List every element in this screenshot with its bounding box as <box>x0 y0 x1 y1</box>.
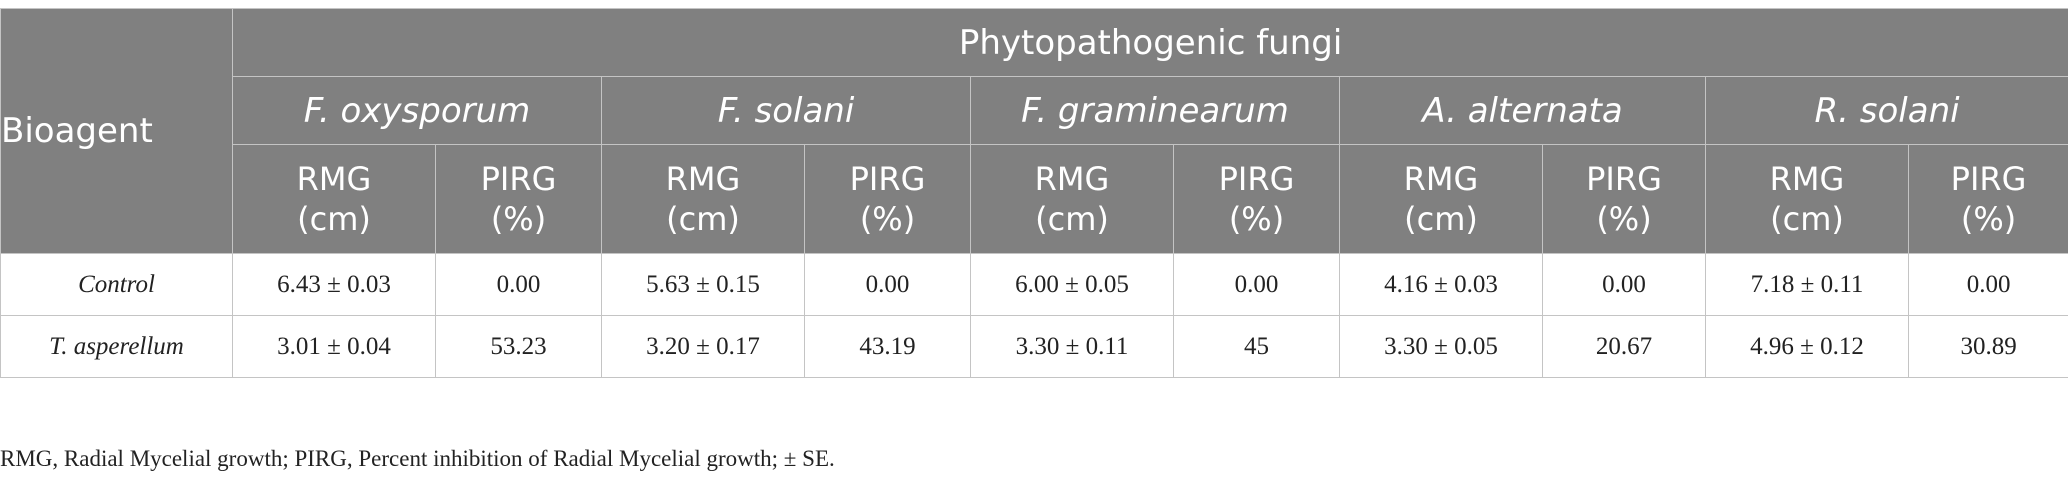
table-cell: 43.19 <box>804 315 971 378</box>
rmg-header: RMG (cm) <box>1705 144 1909 254</box>
table-cell: 0.00 <box>804 253 971 316</box>
pirg-header: PIRG (%) <box>804 144 971 254</box>
bioagent-header: Bioagent <box>0 8 233 254</box>
table-cell: 20.67 <box>1542 315 1706 378</box>
species-header: R. solani <box>1704 76 2068 145</box>
table-cell: 0.00 <box>1173 253 1340 316</box>
table-cell: 3.30 ± 0.05 <box>1339 315 1543 378</box>
table-cell: 0.00 <box>1542 253 1706 316</box>
row-label: Control <box>0 253 233 316</box>
header-row-metrics: RMG (cm) PIRG (%) RMG (cm) PIRG (%) RMG (cm) … <box>1 144 2068 254</box>
rmg-header: RMG (cm) <box>601 144 805 254</box>
fungi-group-header: Phytopathogenic fungi <box>231 8 2068 77</box>
species-header: F. solani <box>601 76 971 145</box>
table-cell: 4.16 ± 0.03 <box>1339 253 1543 316</box>
species-header: A. alternata <box>1339 76 1706 145</box>
table-cell: 6.43 ± 0.03 <box>232 253 436 316</box>
table-cell: 3.30 ± 0.11 <box>970 315 1174 378</box>
table-cell: 0.00 <box>1907 253 2068 316</box>
table-footnote: RMG, Radial Mycelial growth; PIRG, Perce… <box>0 446 835 471</box>
species-header: F. oxysporum <box>232 76 602 145</box>
header-row-group: Bioagent Phytopathogenic fungi <box>0 8 2068 254</box>
table-cell: 6.00 ± 0.05 <box>970 253 1174 316</box>
table-cell: 3.20 ± 0.17 <box>601 315 805 378</box>
row-label: T. asperellum <box>0 315 233 378</box>
pirg-header: PIRG (%) <box>1173 144 1340 254</box>
table-cell: 30.89 <box>1907 315 2068 378</box>
table-cell: 45 <box>1173 315 1340 378</box>
header-row-species: F. oxysporum F. solani F. graminearum A.… <box>1 76 2068 145</box>
table-cell: 5.63 ± 0.15 <box>601 253 805 316</box>
pirg-header: PIRG (%) <box>1542 144 1706 254</box>
pirg-header: PIRG (%) <box>1907 144 2068 254</box>
rmg-header: RMG (cm) <box>1339 144 1543 254</box>
table-row: T. asperellum 3.01 ± 0.04 53.23 3.20 ± 0… <box>0 315 2068 378</box>
table-row: Control 6.43 ± 0.03 0.00 5.63 ± 0.15 0.0… <box>0 253 2068 316</box>
rmg-header: RMG (cm) <box>232 144 436 254</box>
results-table: Bioagent Phytopathogenic fungi F. oxyspo… <box>0 8 2068 378</box>
table-cell: 4.96 ± 0.12 <box>1705 315 1909 378</box>
species-header: F. graminearum <box>970 76 1340 145</box>
rmg-header: RMG (cm) <box>970 144 1174 254</box>
pirg-header: PIRG (%) <box>435 144 602 254</box>
table-cell: 3.01 ± 0.04 <box>232 315 436 378</box>
table-cell: 0.00 <box>435 253 602 316</box>
table-cell: 7.18 ± 0.11 <box>1705 253 1909 316</box>
table-cell: 53.23 <box>435 315 602 378</box>
